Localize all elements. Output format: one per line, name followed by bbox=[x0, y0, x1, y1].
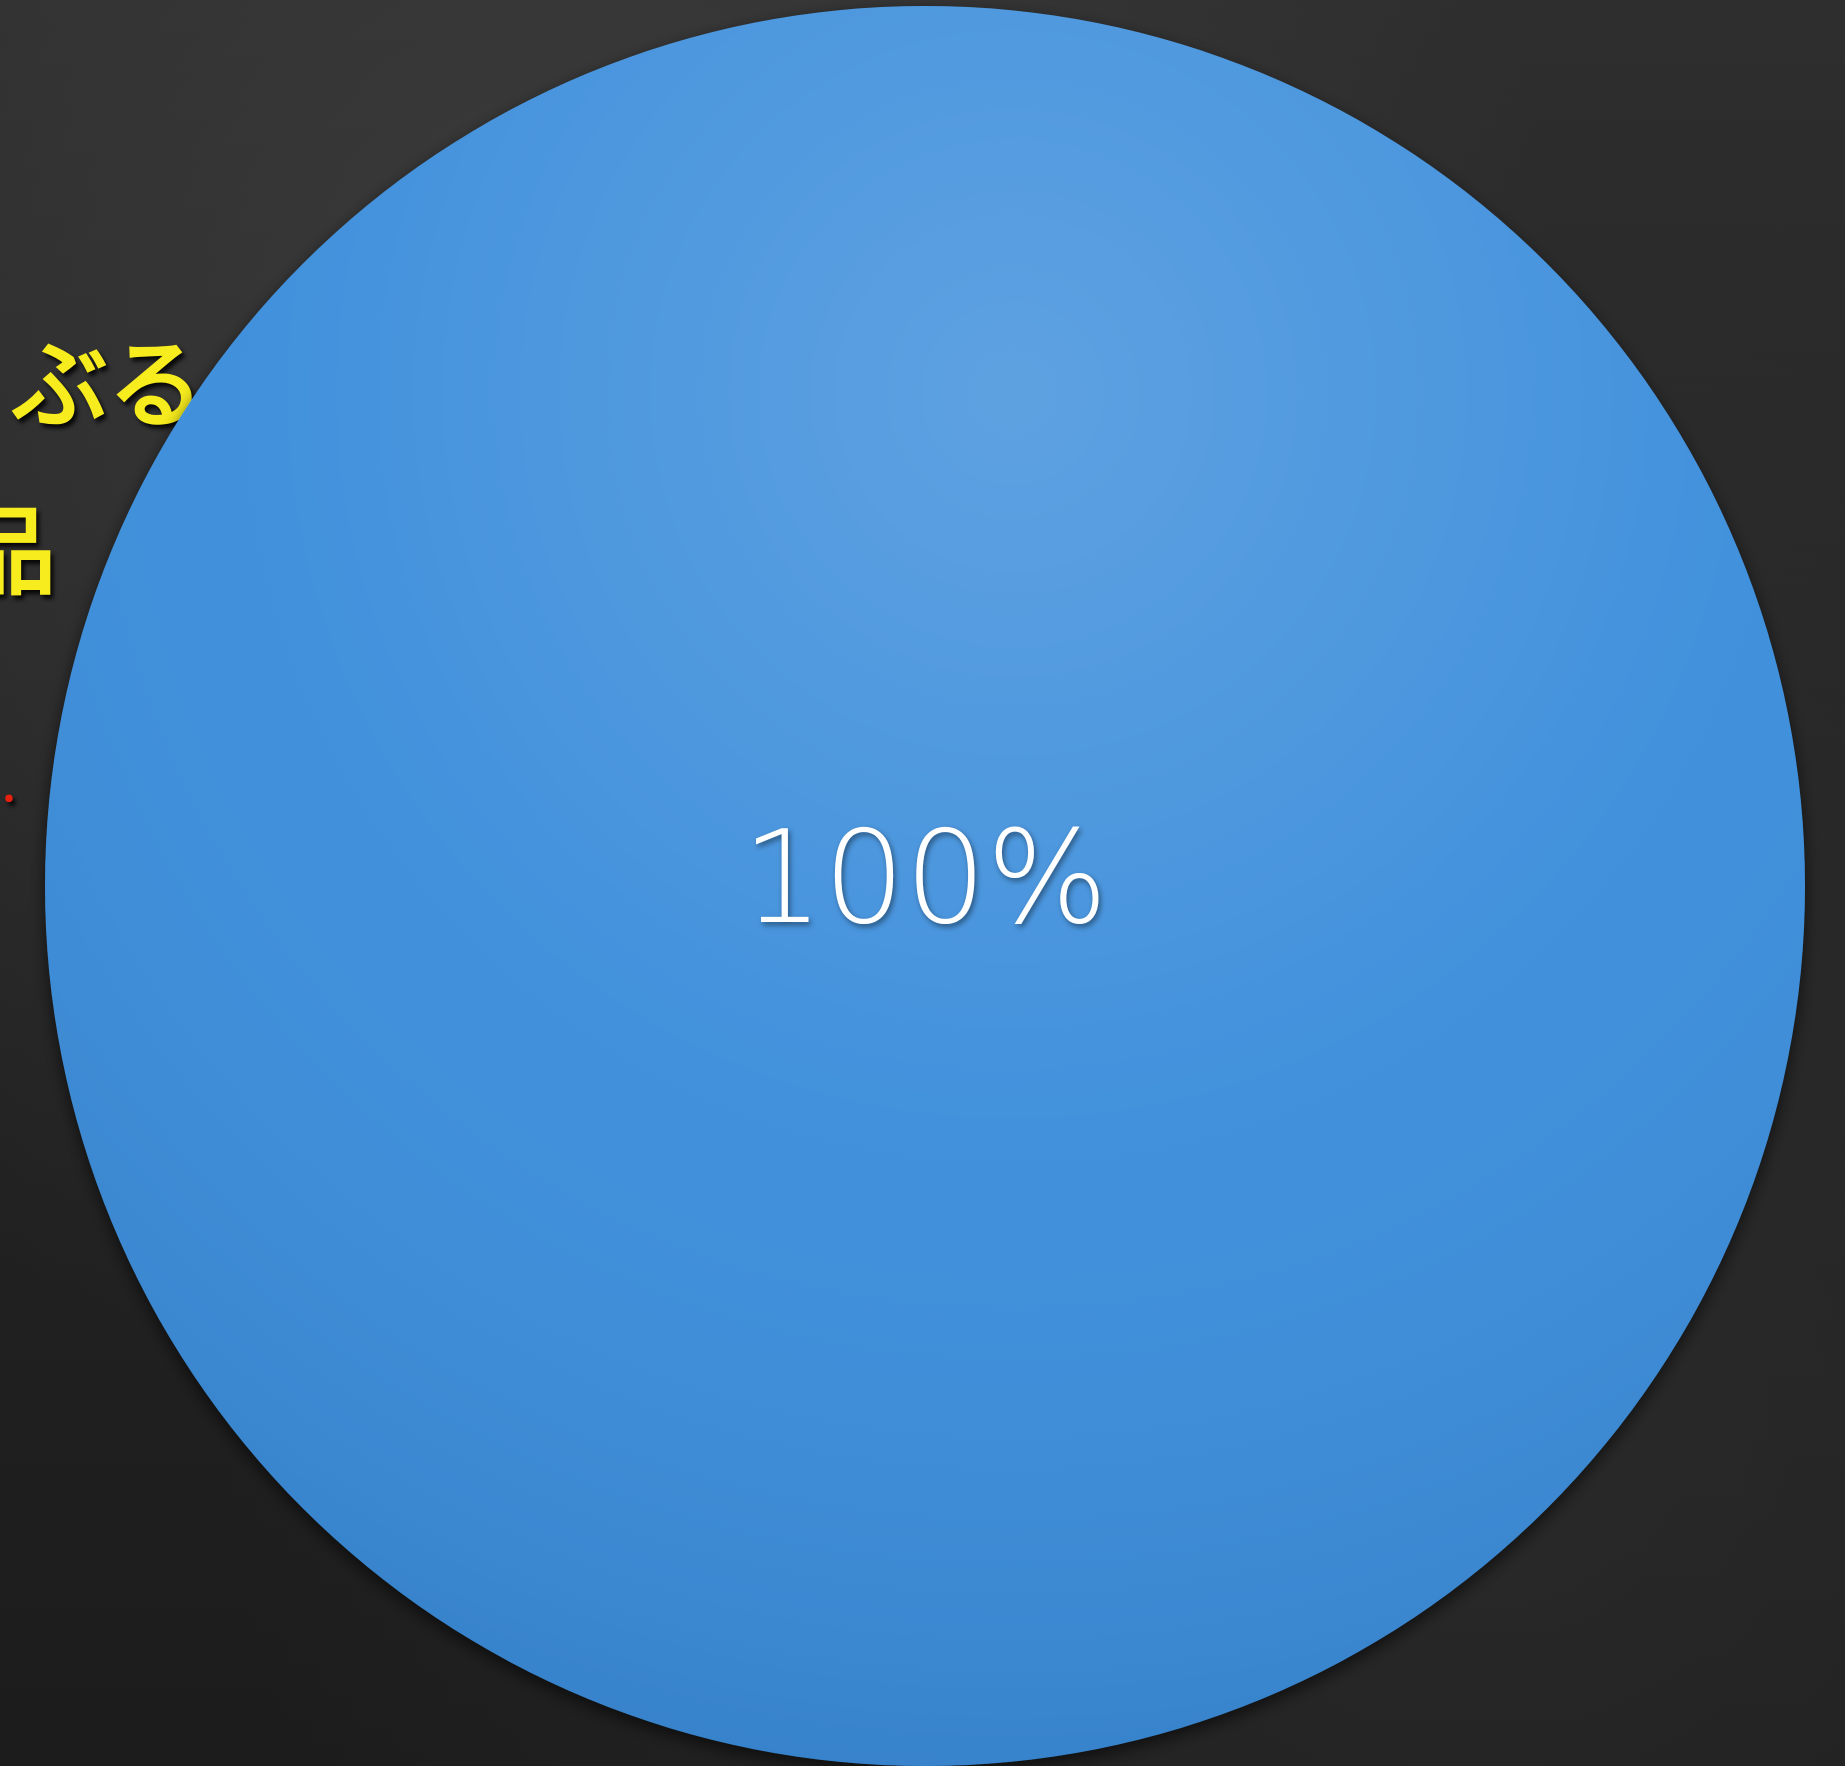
pie-labels: 100% bbox=[742, 804, 1108, 953]
pie-slice-sheen-0 bbox=[45, 6, 1805, 1766]
side-text-line-3: ・ bbox=[0, 786, 24, 816]
pie-slice-label-0: 100% bbox=[742, 804, 1108, 953]
pie-slices bbox=[45, 6, 1805, 1766]
side-text-line-1: ぶる bbox=[12, 329, 204, 442]
side-text-line-2: 品 bbox=[0, 496, 56, 609]
